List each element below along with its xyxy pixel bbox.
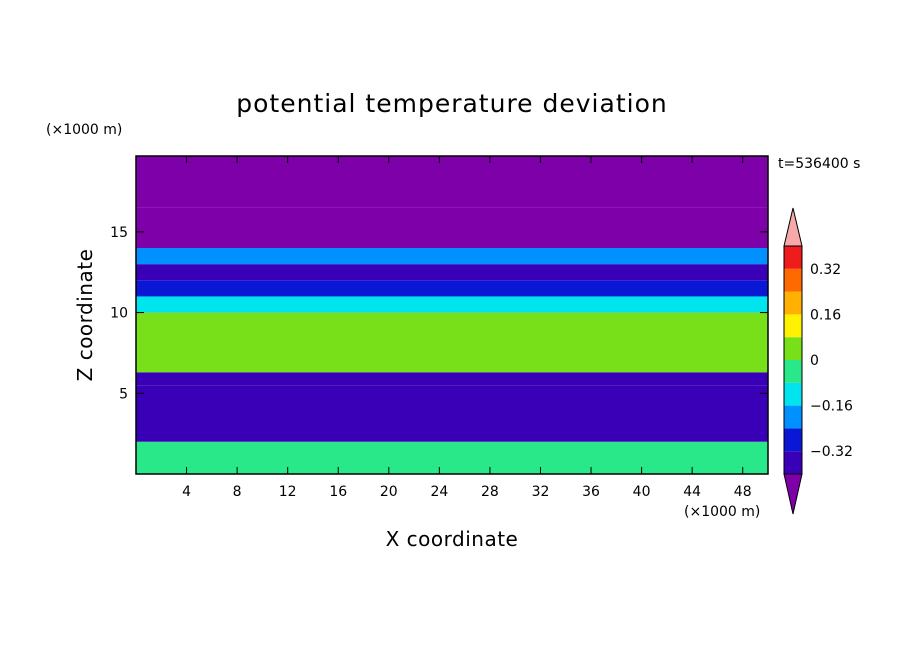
field-layer-4 [136, 312, 768, 362]
colorbar: 0.32 0.16 0 −0.16 −0.32 [783, 207, 853, 515]
field-layer-2 [136, 372, 768, 386]
colorbar-swatch [784, 451, 802, 474]
field-layer-0 [136, 441, 768, 474]
time-label: t=536400 s [778, 156, 860, 172]
colorbar-tick-label: 0 [810, 353, 819, 369]
y-tick-label: 10 [110, 306, 128, 322]
x-tick-label: 28 [481, 484, 499, 500]
x-tick-label: 48 [734, 484, 752, 500]
colorbar-lower-extension [783, 473, 803, 515]
y-axis-label: Z coordinate [73, 249, 97, 382]
x-tick-label: 32 [532, 484, 550, 500]
x-tick-label: 12 [279, 484, 297, 500]
field-layer-1 [136, 385, 768, 442]
field-layer-6 [136, 280, 768, 297]
colorbar-frame [783, 245, 803, 475]
x-axis-label: X coordinate [386, 527, 519, 551]
x-tick-label: 24 [430, 484, 448, 500]
field-layer-10 [136, 156, 768, 208]
x-tick-label: 4 [182, 484, 191, 500]
x-tick-label: 20 [380, 484, 398, 500]
colorbar-swatch [784, 268, 802, 292]
plot-frame [135, 155, 769, 475]
x-tick-label: 16 [329, 484, 347, 500]
y-unit-label: (×1000 m) [46, 122, 122, 138]
chart-title: potential temperature deviation [236, 89, 667, 118]
y-axis-ticks: 5 10 15 [110, 225, 768, 402]
field-layer-5 [136, 296, 768, 313]
field-layer-7 [136, 264, 768, 281]
colorbar-swatch [784, 382, 802, 406]
colorbar-swatch [784, 360, 802, 383]
colorbar-tick-label: −0.16 [810, 399, 853, 415]
field-layer-3 [136, 361, 768, 373]
field-layer-9 [136, 207, 768, 249]
field-layer-8 [136, 248, 768, 265]
x-axis-ticks: 4 8 12 16 20 24 28 32 36 40 44 48 [182, 156, 752, 500]
y-tick-label: 5 [119, 386, 128, 402]
colorbar-swatch [784, 314, 802, 338]
colorbar-upper-extension [783, 207, 803, 247]
x-tick-label: 8 [233, 484, 242, 500]
colorbar-swatch [784, 405, 802, 429]
x-tick-label: 44 [683, 484, 701, 500]
y-tick-label: 15 [110, 225, 128, 241]
colorbar-swatch [784, 337, 802, 360]
colorbar-tick-label: 0.16 [810, 307, 841, 323]
x-tick-label: 36 [582, 484, 600, 500]
colorbar-tick-label: −0.32 [810, 444, 853, 460]
x-tick-label: 40 [633, 484, 651, 500]
x-unit-label: (×1000 m) [684, 504, 760, 520]
colorbar-swatch [784, 246, 802, 269]
colorbar-tick-label: 0.32 [810, 262, 841, 278]
colorbar-swatch [784, 291, 802, 315]
colorbar-swatch [784, 428, 802, 452]
temperature-field [136, 156, 768, 474]
